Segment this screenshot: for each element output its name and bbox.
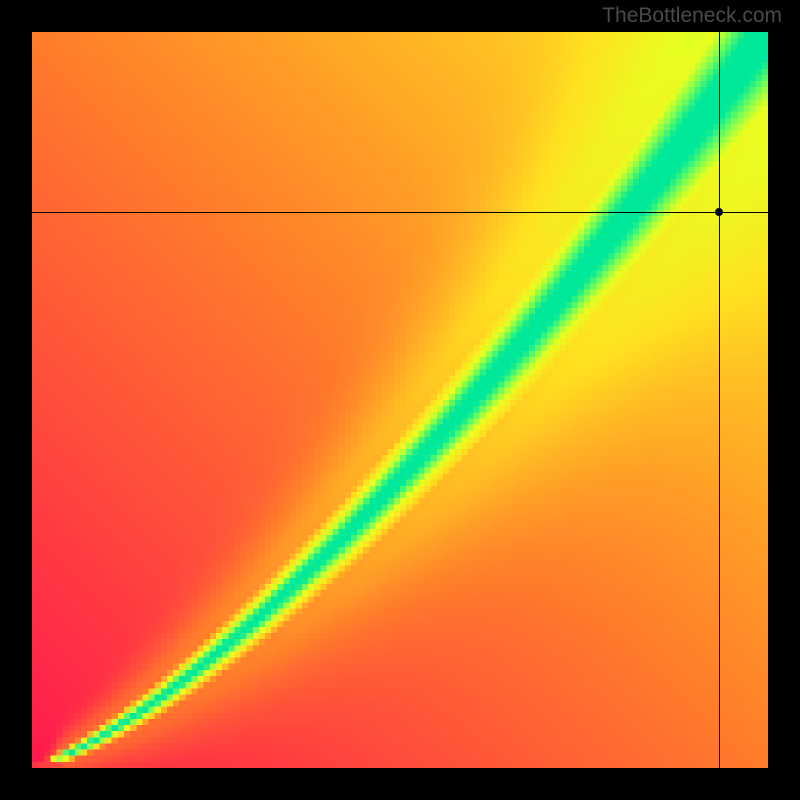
- crosshair-vertical: [719, 32, 720, 768]
- crosshair-marker: [715, 208, 723, 216]
- heatmap-canvas: [32, 32, 768, 768]
- crosshair-horizontal: [32, 212, 768, 213]
- heatmap-plot: [32, 32, 768, 768]
- watermark-text: TheBottleneck.com: [602, 4, 782, 28]
